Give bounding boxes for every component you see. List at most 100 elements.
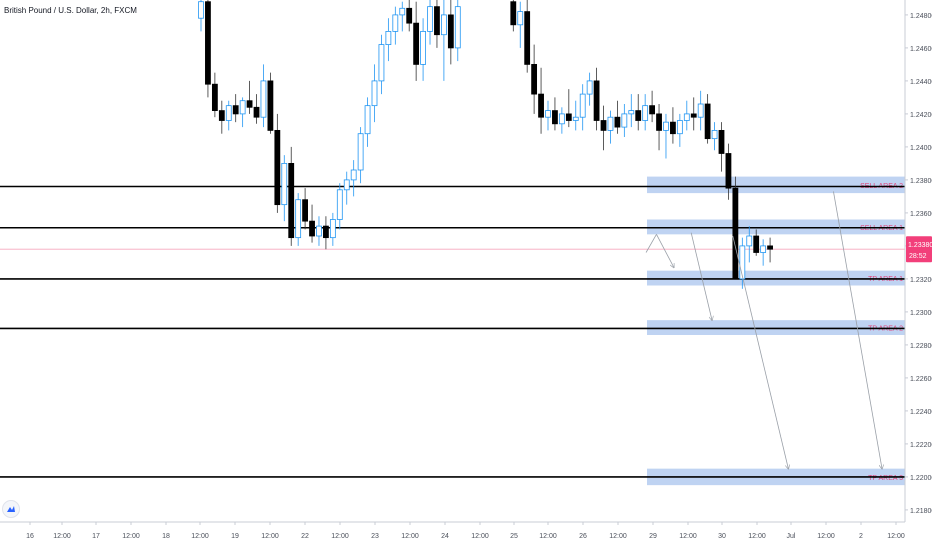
levels-layer bbox=[0, 185, 905, 478]
candle-body bbox=[545, 110, 551, 118]
candle-body bbox=[253, 106, 260, 118]
candle-body bbox=[732, 187, 739, 280]
candle-body bbox=[211, 83, 218, 111]
candle-body bbox=[628, 110, 635, 115]
candle bbox=[558, 107, 565, 134]
candle-body bbox=[323, 225, 329, 239]
candle-body bbox=[552, 110, 558, 125]
candle bbox=[586, 72, 593, 106]
candle bbox=[656, 104, 662, 151]
price-tag-value: 1.23380 bbox=[908, 242, 932, 249]
candle-body bbox=[357, 133, 364, 171]
projection-arrow bbox=[732, 235, 789, 469]
candle bbox=[649, 90, 655, 123]
candle-body bbox=[704, 103, 711, 140]
candle bbox=[364, 97, 371, 147]
candle bbox=[205, 0, 211, 98]
candle bbox=[447, 0, 454, 65]
time-tick-label: 26 bbox=[579, 533, 587, 540]
candle bbox=[545, 100, 551, 131]
candle bbox=[260, 64, 267, 128]
candle-body bbox=[295, 199, 302, 239]
candle-body bbox=[558, 113, 565, 125]
candle bbox=[350, 160, 357, 197]
candle-body bbox=[399, 7, 406, 16]
time-tick-label: 12:00 bbox=[401, 533, 419, 540]
candle-body bbox=[663, 121, 669, 131]
candle-body bbox=[309, 220, 315, 237]
zones-layer: SELL AREA 2SELL AREA 1TP AREA 1TP AREA 2… bbox=[647, 176, 905, 486]
price-tick-label: 1.24400 bbox=[910, 79, 932, 86]
time-tick-label: 2 bbox=[859, 533, 863, 540]
candle bbox=[663, 113, 669, 159]
candle bbox=[600, 105, 607, 151]
time-tick-label: 16 bbox=[26, 533, 34, 540]
price-tick-label: 1.23600 bbox=[910, 211, 932, 218]
candle bbox=[329, 212, 336, 246]
candle-body bbox=[281, 162, 288, 206]
price-tick-label: 1.22800 bbox=[910, 343, 932, 350]
candle-body bbox=[565, 113, 572, 121]
candle bbox=[309, 204, 315, 243]
time-tick-label: 12:00 bbox=[817, 533, 835, 540]
projection-arrow bbox=[645, 234, 657, 253]
candle-body bbox=[697, 103, 704, 118]
candle bbox=[579, 84, 586, 131]
candle bbox=[392, 6, 399, 45]
candle-body bbox=[267, 80, 274, 131]
candle-body bbox=[642, 105, 649, 121]
candle-body bbox=[225, 105, 232, 121]
candle-body bbox=[517, 11, 524, 26]
candle-body bbox=[656, 113, 662, 131]
candle-body bbox=[718, 129, 725, 154]
candle bbox=[683, 100, 690, 131]
candle bbox=[218, 100, 225, 134]
time-tick-label: 22 bbox=[301, 533, 309, 540]
candle bbox=[211, 72, 218, 118]
tradingview-logo[interactable] bbox=[2, 500, 20, 518]
candle-body bbox=[739, 245, 746, 280]
price-tick-label: 1.23800 bbox=[910, 178, 932, 185]
candle-body bbox=[420, 30, 426, 65]
time-tick-label: 18 bbox=[162, 533, 170, 540]
arrows-layer bbox=[645, 191, 882, 469]
candle bbox=[565, 89, 572, 128]
candle bbox=[593, 67, 600, 131]
price-tick-label: 1.22400 bbox=[910, 409, 932, 416]
candle bbox=[267, 72, 274, 134]
candle bbox=[316, 216, 322, 246]
candle bbox=[343, 171, 350, 205]
time-tick-label: 12:00 bbox=[679, 533, 697, 540]
time-tick-label: 12:00 bbox=[539, 533, 557, 540]
candle-body bbox=[246, 100, 253, 108]
candle bbox=[524, 0, 531, 73]
price-tick-label: 1.24000 bbox=[910, 145, 932, 152]
time-tick-label: Jul bbox=[787, 533, 796, 540]
candle-body bbox=[447, 14, 454, 49]
candle bbox=[711, 122, 718, 151]
time-tick-label: 23 bbox=[371, 533, 379, 540]
candle bbox=[378, 34, 385, 95]
candle-body bbox=[406, 7, 413, 24]
candle-body bbox=[621, 113, 628, 128]
time-tick-label: 25 bbox=[510, 533, 518, 540]
time-tick-label: 12:00 bbox=[261, 533, 279, 540]
candle-body bbox=[683, 113, 690, 121]
time-tick-label: 17 bbox=[92, 533, 100, 540]
candle-body bbox=[288, 162, 295, 239]
candle-body bbox=[531, 64, 538, 95]
candle-body bbox=[579, 93, 586, 118]
candle-body bbox=[690, 113, 697, 118]
candle bbox=[531, 44, 538, 114]
candle bbox=[357, 127, 364, 184]
time-tick-label: 30 bbox=[718, 533, 726, 540]
price-tick-label: 1.21800 bbox=[910, 508, 932, 515]
zone-box bbox=[647, 320, 905, 335]
candle-body bbox=[440, 14, 447, 36]
candle bbox=[517, 1, 524, 48]
candle-body bbox=[434, 6, 440, 36]
candle bbox=[510, 0, 517, 32]
candle-body bbox=[676, 120, 683, 135]
